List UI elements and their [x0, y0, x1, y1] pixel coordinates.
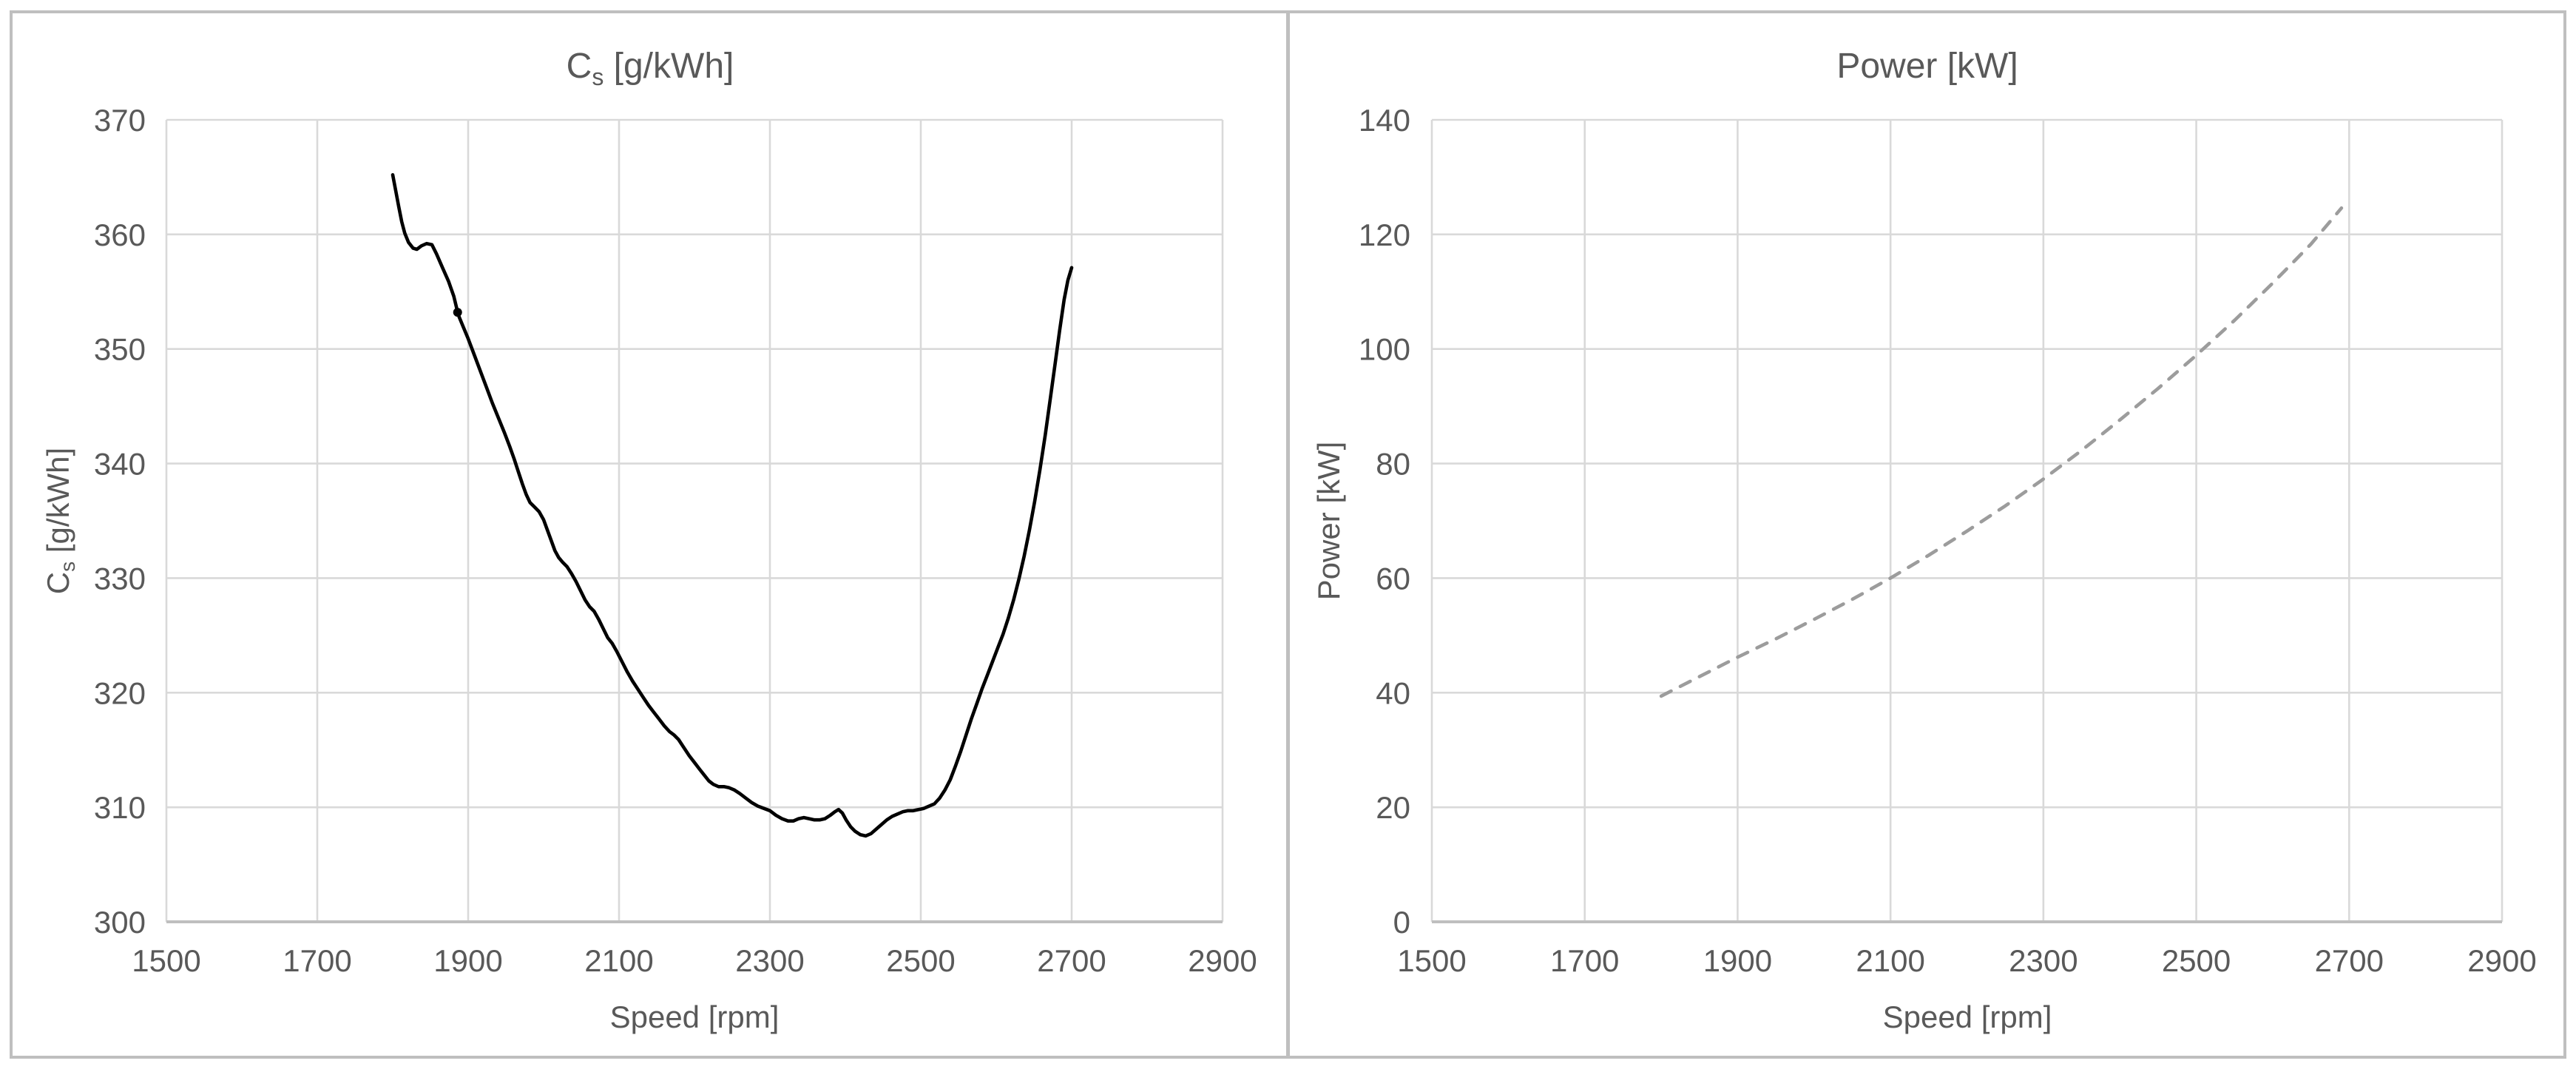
y-tick-label: 120 — [1359, 218, 1410, 252]
chart-title: Cs [g/kWh] — [567, 47, 734, 90]
x-tick-label: 2500 — [886, 943, 955, 978]
power-series-line — [1659, 206, 2344, 698]
x-tick-label: 2700 — [1037, 943, 1106, 978]
y-tick-label: 40 — [1376, 675, 1410, 710]
series-point-marker — [453, 308, 462, 317]
x-tick-label: 1500 — [132, 943, 200, 978]
x-tick-label: 1700 — [1550, 943, 1619, 978]
x-tick-label: 1900 — [433, 943, 502, 978]
y-tick-label: 20 — [1376, 790, 1410, 825]
x-tick-label: 1500 — [1397, 943, 1466, 978]
y-axis-title: Cs [g/kWh] — [41, 448, 79, 594]
y-tick-label: 340 — [94, 447, 146, 482]
x-tick-label: 2100 — [584, 943, 653, 978]
x-axis-title: Speed [rpm] — [610, 999, 780, 1034]
x-tick-label: 2900 — [1188, 943, 1257, 978]
y-tick-label: 360 — [94, 218, 146, 252]
x-tick-label: 2900 — [2467, 943, 2536, 978]
panel-divider — [1286, 10, 1290, 1059]
x-tick-label: 1700 — [283, 943, 351, 978]
x-tick-label: 2700 — [2315, 943, 2384, 978]
cs-series-line — [391, 173, 1074, 838]
y-tick-label: 370 — [94, 103, 146, 138]
y-tick-label: 320 — [94, 675, 146, 710]
x-tick-label: 2100 — [1856, 943, 1924, 978]
chart-title: Power [kW] — [1836, 47, 2018, 86]
x-tick-label: 1900 — [1703, 943, 1772, 978]
y-tick-label: 350 — [94, 332, 146, 367]
y-tick-label: 140 — [1359, 103, 1410, 138]
y-tick-label: 310 — [94, 790, 146, 825]
x-axis-title: Speed [rpm] — [1883, 999, 2052, 1034]
y-tick-label: 0 — [1393, 905, 1410, 940]
y-axis-title: Power [kW] — [1311, 442, 1346, 601]
y-tick-label: 330 — [94, 561, 146, 596]
x-tick-label: 2500 — [2162, 943, 2231, 978]
y-tick-label: 300 — [94, 905, 146, 940]
x-tick-label: 2300 — [735, 943, 804, 978]
y-tick-label: 80 — [1376, 447, 1410, 482]
x-tick-label: 2300 — [2009, 943, 2078, 978]
y-tick-label: 60 — [1376, 561, 1410, 596]
y-tick-label: 100 — [1359, 332, 1410, 367]
